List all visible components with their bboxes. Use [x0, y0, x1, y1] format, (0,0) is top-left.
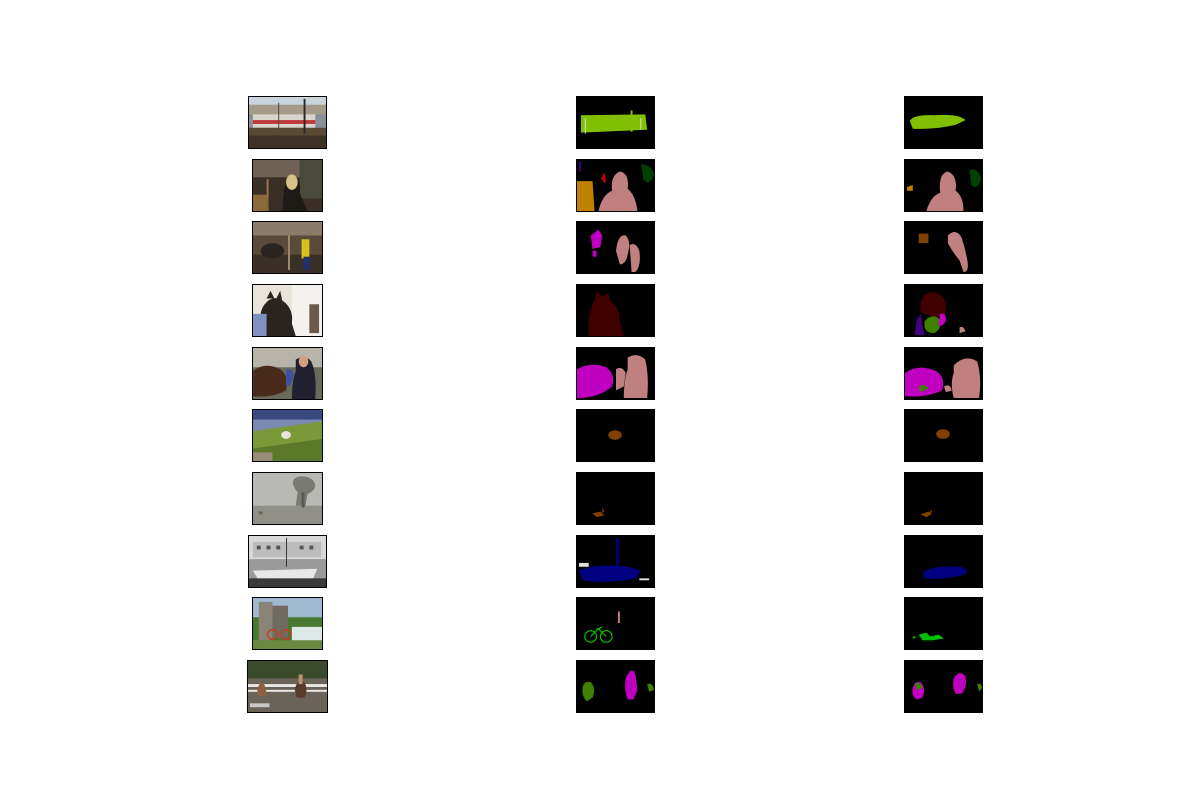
predicted-mask-row-1	[904, 96, 983, 149]
predicted-mask-row-8	[904, 535, 983, 588]
ground-truth-mask-row-5	[576, 347, 655, 400]
input-image-row-6	[252, 409, 323, 462]
ground-truth-mask-row-2	[576, 159, 655, 212]
input-image-row-10	[247, 660, 328, 713]
predicted-mask-row-9	[904, 597, 983, 650]
input-image-row-2	[252, 159, 323, 212]
ground-truth-mask-row-4	[576, 284, 655, 337]
input-image-row-4	[252, 284, 323, 337]
ground-truth-mask-row-1	[576, 96, 655, 149]
input-image-row-5	[252, 347, 323, 400]
predicted-mask-row-5	[904, 347, 983, 400]
input-image-row-8	[248, 535, 327, 588]
predicted-mask-row-2	[904, 159, 983, 212]
predicted-mask-row-3	[904, 221, 983, 274]
input-image-row-3	[252, 221, 323, 274]
predicted-mask-row-7	[904, 472, 983, 525]
input-image-row-1	[248, 96, 327, 149]
input-image-row-7	[252, 472, 323, 525]
ground-truth-mask-row-10	[576, 660, 655, 713]
predicted-mask-row-6	[904, 409, 983, 462]
input-image-row-9	[252, 597, 323, 650]
predicted-mask-row-10	[904, 660, 983, 713]
ground-truth-mask-row-3	[576, 221, 655, 274]
ground-truth-mask-row-7	[576, 472, 655, 525]
predicted-mask-row-4	[904, 284, 983, 337]
ground-truth-mask-row-8	[576, 535, 655, 588]
ground-truth-mask-row-6	[576, 409, 655, 462]
ground-truth-mask-row-9	[576, 597, 655, 650]
